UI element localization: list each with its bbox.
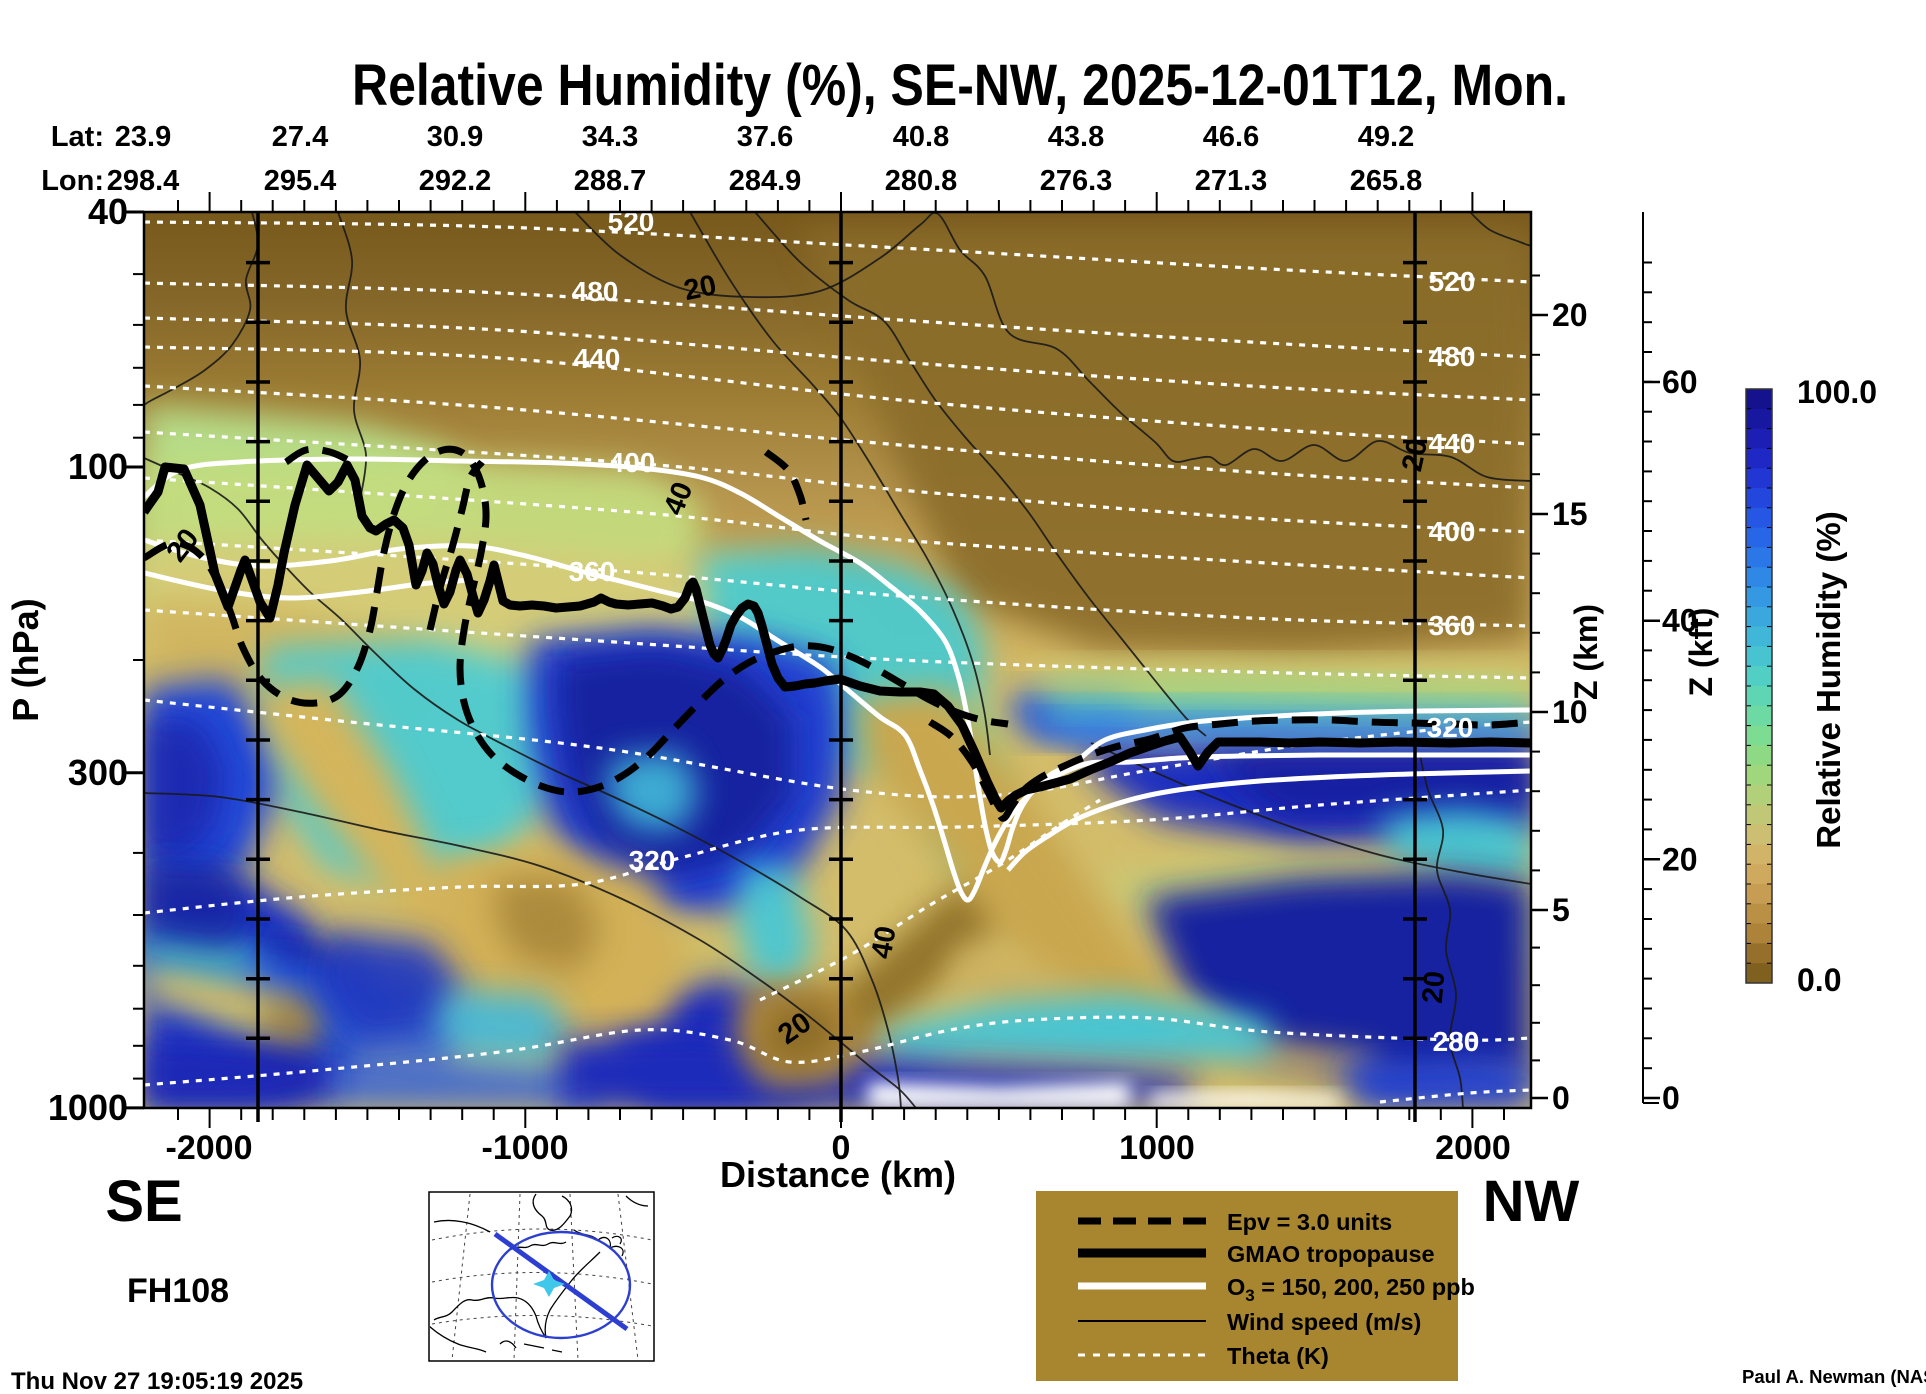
svg-text:480: 480 xyxy=(572,276,619,307)
svg-text:292.2: 292.2 xyxy=(419,165,492,197)
svg-text:100.0: 100.0 xyxy=(1797,374,1877,410)
svg-text:0: 0 xyxy=(1662,1080,1680,1116)
svg-text:15: 15 xyxy=(1552,496,1588,532)
svg-text:Relative Humidity (%), SE-NW,: Relative Humidity (%), SE-NW, 2025-12-01… xyxy=(352,53,1568,118)
svg-text:5: 5 xyxy=(1552,892,1570,928)
svg-text:1000: 1000 xyxy=(48,1087,128,1128)
svg-text:Z (km): Z (km) xyxy=(1568,604,1604,700)
svg-text:Epv = 3.0 units: Epv = 3.0 units xyxy=(1227,1209,1392,1235)
svg-text:298.4: 298.4 xyxy=(107,165,180,197)
svg-text:27.4: 27.4 xyxy=(272,121,328,153)
svg-text:GMAO tropopause: GMAO tropopause xyxy=(1227,1241,1435,1267)
svg-text:280.8: 280.8 xyxy=(885,165,958,197)
svg-text:Theta (K): Theta (K) xyxy=(1227,1343,1329,1369)
svg-text:520: 520 xyxy=(1429,266,1476,297)
svg-text:-1000: -1000 xyxy=(482,1129,569,1167)
svg-text:1000: 1000 xyxy=(1119,1129,1195,1167)
svg-text:360: 360 xyxy=(569,556,616,587)
svg-text:280: 280 xyxy=(1433,1026,1480,1057)
svg-text:10: 10 xyxy=(1552,694,1588,730)
svg-text:400: 400 xyxy=(1429,516,1476,547)
svg-text:NW: NW xyxy=(1483,1169,1580,1234)
svg-text:400: 400 xyxy=(609,447,656,478)
svg-text:360: 360 xyxy=(1429,610,1476,641)
svg-text:FH108: FH108 xyxy=(127,1272,229,1310)
svg-text:O3 = 150, 200, 250 ppb: O3 = 150, 200, 250 ppb xyxy=(1227,1274,1475,1305)
svg-text:20: 20 xyxy=(1417,970,1452,1005)
svg-text:SE: SE xyxy=(105,1169,182,1234)
svg-text:34.3: 34.3 xyxy=(582,121,638,153)
svg-text:20: 20 xyxy=(1552,297,1588,333)
svg-text:440: 440 xyxy=(1429,428,1476,459)
svg-text:P (hPa): P (hPa) xyxy=(5,598,46,721)
svg-text:43.8: 43.8 xyxy=(1048,121,1104,153)
svg-text:20: 20 xyxy=(681,269,719,307)
svg-text:37.6: 37.6 xyxy=(737,121,793,153)
svg-text:0: 0 xyxy=(1552,1080,1570,1116)
svg-text:40: 40 xyxy=(866,924,903,961)
svg-text:520: 520 xyxy=(608,206,655,237)
svg-text:60: 60 xyxy=(1662,364,1698,400)
svg-text:Paul A. Newman (NASA: Paul A. Newman (NASA xyxy=(1742,1366,1926,1387)
svg-text:30.9: 30.9 xyxy=(427,121,483,153)
svg-text:276.3: 276.3 xyxy=(1040,165,1113,197)
svg-text:Lon:: Lon: xyxy=(41,165,104,197)
svg-text:0: 0 xyxy=(832,1129,851,1167)
svg-text:320: 320 xyxy=(1427,712,1474,743)
svg-text:Distance (km): Distance (km) xyxy=(720,1154,956,1195)
svg-text:295.4: 295.4 xyxy=(264,165,337,197)
svg-text:440: 440 xyxy=(574,343,621,374)
svg-text:300: 300 xyxy=(68,752,128,793)
svg-text:Relative Humidity (%): Relative Humidity (%) xyxy=(1810,511,1847,848)
svg-text:Lat:: Lat: xyxy=(51,121,104,153)
svg-text:284.9: 284.9 xyxy=(729,165,802,197)
svg-text:100: 100 xyxy=(68,446,128,487)
svg-text:271.3: 271.3 xyxy=(1195,165,1268,197)
svg-text:0.0: 0.0 xyxy=(1797,962,1841,998)
svg-text:265.8: 265.8 xyxy=(1350,165,1423,197)
svg-text:20: 20 xyxy=(1662,841,1698,877)
svg-text:Z (kft): Z (kft) xyxy=(1683,608,1719,697)
svg-text:46.6: 46.6 xyxy=(1203,121,1259,153)
svg-text:2000: 2000 xyxy=(1435,1129,1511,1167)
svg-text:Thu Nov 27 19:05:19 2025: Thu Nov 27 19:05:19 2025 xyxy=(11,1368,303,1394)
svg-text:320: 320 xyxy=(629,845,676,876)
svg-text:288.7: 288.7 xyxy=(574,165,647,197)
svg-text:40.8: 40.8 xyxy=(893,121,949,153)
svg-text:49.2: 49.2 xyxy=(1358,121,1414,153)
svg-text:40: 40 xyxy=(88,191,128,232)
svg-text:-2000: -2000 xyxy=(166,1129,253,1167)
svg-text:480: 480 xyxy=(1429,341,1476,372)
svg-text:40: 40 xyxy=(1662,603,1698,639)
svg-text:23.9: 23.9 xyxy=(115,121,171,153)
svg-text:Wind speed (m/s): Wind speed (m/s) xyxy=(1227,1309,1421,1335)
